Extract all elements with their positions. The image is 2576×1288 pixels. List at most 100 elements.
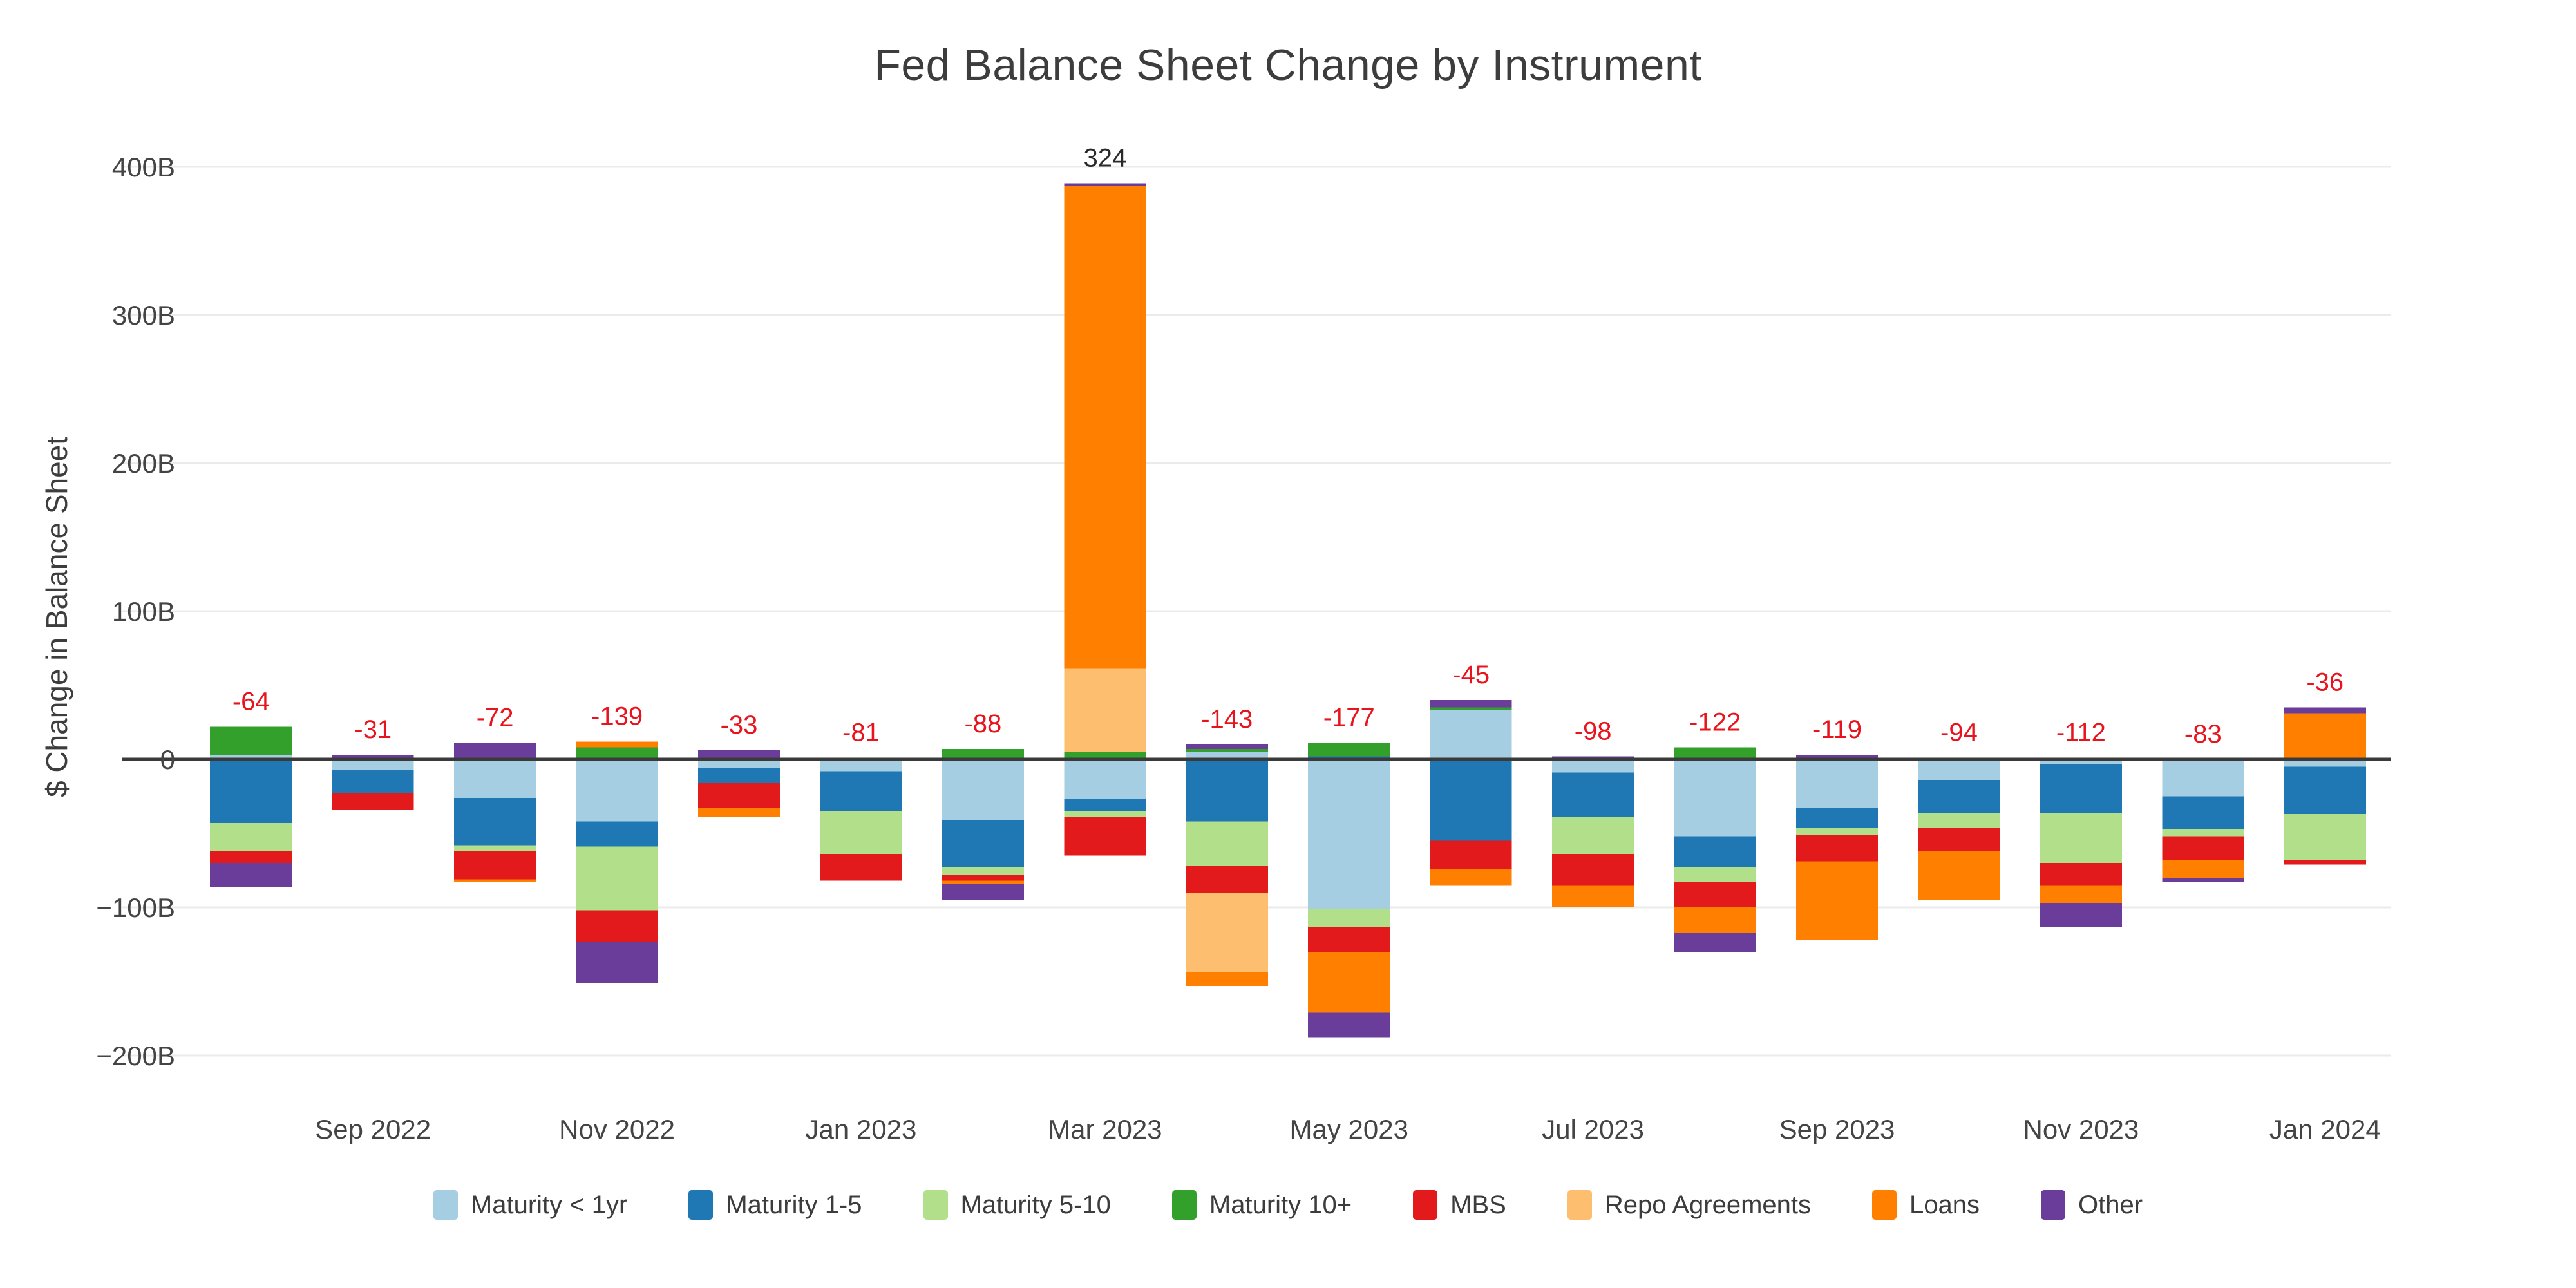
bar-segment[interactable] <box>1430 710 1512 759</box>
bar-segment[interactable] <box>1064 668 1146 752</box>
bar-segment[interactable] <box>576 910 658 942</box>
bar-segment[interactable] <box>1796 835 1878 862</box>
bar-segment[interactable] <box>1796 759 1878 808</box>
bar-segment[interactable] <box>2284 814 2366 860</box>
bar-segment[interactable] <box>698 782 780 808</box>
bar-segment[interactable] <box>698 768 780 783</box>
bar-segment[interactable] <box>1186 972 1268 986</box>
bar-segment[interactable] <box>1674 933 1756 952</box>
bar-segment[interactable] <box>454 879 536 882</box>
legend-item-maturity-1-5[interactable]: Maturity 1-5 <box>688 1190 862 1220</box>
bar-segment[interactable] <box>1674 759 1756 837</box>
bar-segment[interactable] <box>454 759 536 798</box>
bar-segment[interactable] <box>2284 707 2366 714</box>
bar-segment[interactable] <box>2162 878 2244 882</box>
bar-segment[interactable] <box>1186 759 1268 822</box>
bar-segment[interactable] <box>1430 840 1512 869</box>
bar-segment[interactable] <box>2162 759 2244 797</box>
bar-segment[interactable] <box>210 851 292 863</box>
bar-segment[interactable] <box>1308 1012 1390 1038</box>
bar-segment[interactable] <box>1308 952 1390 1013</box>
bar-segment[interactable] <box>1918 812 2000 828</box>
bar-segment[interactable] <box>1796 861 1878 940</box>
bar-segment[interactable] <box>1308 926 1390 952</box>
bar-segment[interactable] <box>1430 700 1512 708</box>
bar-segment[interactable] <box>1064 811 1146 817</box>
bar-segment[interactable] <box>2162 836 2244 860</box>
bar-segment[interactable] <box>1308 759 1390 909</box>
bar-segment[interactable] <box>2284 759 2366 767</box>
bar-segment[interactable] <box>2040 863 2122 886</box>
bar-segment[interactable] <box>332 793 414 810</box>
bar-segment[interactable] <box>820 854 902 881</box>
bar-segment[interactable] <box>1796 808 1878 828</box>
bar-segment[interactable] <box>942 748 1024 759</box>
bar-segment[interactable] <box>1064 752 1146 760</box>
bar-segment[interactable] <box>1918 827 2000 851</box>
bar-segment[interactable] <box>1552 885 1634 908</box>
bar-segment[interactable] <box>210 726 292 755</box>
bar-segment[interactable] <box>2040 759 2122 764</box>
bar-segment[interactable] <box>1186 748 1268 752</box>
bar-segment[interactable] <box>942 880 1024 884</box>
bar-segment[interactable] <box>576 821 658 847</box>
bar-segment[interactable] <box>576 741 658 748</box>
bar-segment[interactable] <box>820 759 902 772</box>
bar-segment[interactable] <box>942 875 1024 881</box>
bar-segment[interactable] <box>2284 713 2366 759</box>
bar-segment[interactable] <box>1186 893 1268 973</box>
bar-segment[interactable] <box>1918 759 2000 781</box>
bar-segment[interactable] <box>210 755 292 759</box>
bar-segment[interactable] <box>942 867 1024 875</box>
bar-segment[interactable] <box>576 941 658 983</box>
bar-segment[interactable] <box>2284 766 2366 815</box>
bar-segment[interactable] <box>332 759 414 770</box>
bar-segment[interactable] <box>454 743 536 759</box>
bar-segment[interactable] <box>1674 907 1756 933</box>
bar-segment[interactable] <box>454 797 536 846</box>
bar-segment[interactable] <box>1064 185 1146 669</box>
bar-segment[interactable] <box>1064 817 1146 856</box>
bar-segment[interactable] <box>1552 817 1634 855</box>
bar-segment[interactable] <box>1064 799 1146 811</box>
bar-segment[interactable] <box>2284 860 2366 865</box>
bar-segment[interactable] <box>1674 882 1756 907</box>
bar-segment[interactable] <box>2040 903 2122 927</box>
bar-segment[interactable] <box>210 822 292 851</box>
bar-segment[interactable] <box>1064 183 1146 186</box>
bar-segment[interactable] <box>820 771 902 811</box>
bar-segment[interactable] <box>1918 851 2000 900</box>
bar-segment[interactable] <box>1064 759 1146 800</box>
bar-segment[interactable] <box>1552 759 1634 773</box>
bar-segment[interactable] <box>2162 860 2244 878</box>
legend-item-maturity-5-10[interactable]: Maturity 5-10 <box>923 1190 1111 1220</box>
legend-item-mbs[interactable]: MBS <box>1413 1190 1506 1220</box>
bar-segment[interactable] <box>454 845 536 851</box>
bar-segment[interactable] <box>1430 869 1512 886</box>
bar-segment[interactable] <box>1186 866 1268 893</box>
bar-segment[interactable] <box>1186 744 1268 749</box>
bar-segment[interactable] <box>332 755 414 759</box>
bar-segment[interactable] <box>820 811 902 855</box>
bar-segment[interactable] <box>1430 759 1512 841</box>
bar-segment[interactable] <box>1918 780 2000 813</box>
bar-segment[interactable] <box>942 884 1024 900</box>
bar-segment[interactable] <box>1796 827 1878 835</box>
bar-segment[interactable] <box>1796 755 1878 758</box>
bar-segment[interactable] <box>332 770 414 793</box>
bar-segment[interactable] <box>2162 796 2244 829</box>
bar-segment[interactable] <box>942 820 1024 867</box>
legend-item-repo-agreements[interactable]: Repo Agreements <box>1567 1190 1811 1220</box>
bar-segment[interactable] <box>1186 821 1268 866</box>
bar-segment[interactable] <box>210 759 292 823</box>
bar-segment[interactable] <box>1308 909 1390 927</box>
legend-item-maturity-10[interactable]: Maturity 10+ <box>1171 1190 1352 1220</box>
bar-segment[interactable] <box>1186 752 1268 760</box>
bar-segment[interactable] <box>2040 885 2122 904</box>
bar-segment[interactable] <box>698 808 780 817</box>
bar-segment[interactable] <box>454 851 536 880</box>
bar-segment[interactable] <box>698 750 780 758</box>
bar-segment[interactable] <box>2040 812 2122 863</box>
bar-segment[interactable] <box>2162 829 2244 837</box>
bar-segment[interactable] <box>2040 763 2122 813</box>
